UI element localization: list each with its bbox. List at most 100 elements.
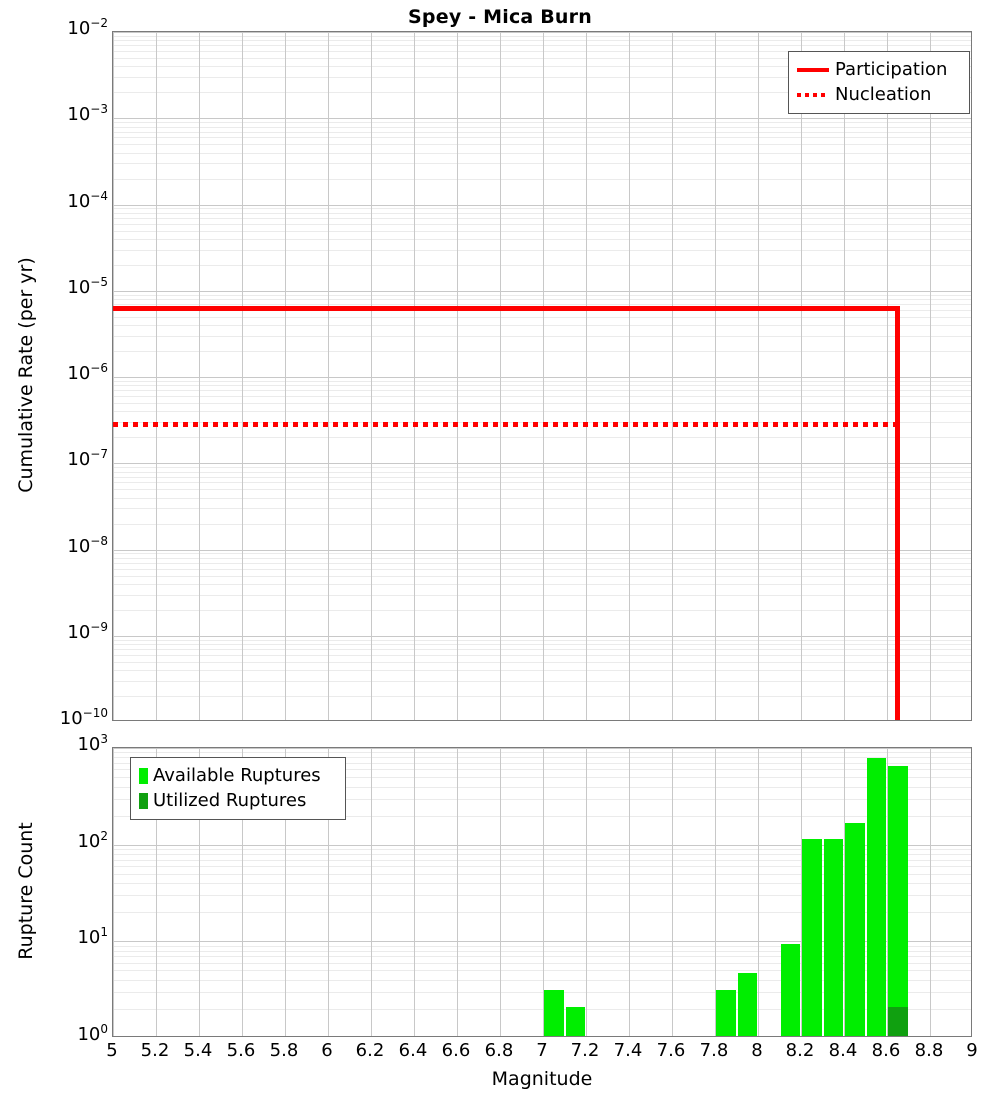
y-tick-label: 101 <box>8 926 108 947</box>
available-swatch-icon <box>139 767 148 784</box>
gridline-minor <box>113 131 971 133</box>
participation-horizontal-segment <box>113 306 901 312</box>
gridline-minor <box>113 945 971 947</box>
utilized-rupture-bar <box>888 1006 908 1036</box>
gridline-minor <box>113 849 971 851</box>
gridline-minor <box>113 649 971 651</box>
gridline-minor <box>113 163 971 165</box>
gridline-vertical <box>672 32 673 720</box>
gridline-major <box>113 290 971 292</box>
tick-mantissa: 10 <box>67 276 91 298</box>
gridline-vertical <box>672 748 673 1036</box>
y-tick-label: 10−3 <box>8 103 108 126</box>
gridline-minor <box>113 249 971 251</box>
tick-exponent: −3 <box>90 102 108 117</box>
x-tick-label: 6.6 <box>441 1040 471 1061</box>
gridline-vertical <box>457 32 458 720</box>
available-rupture-bar <box>802 838 822 1036</box>
dotted-line-icon <box>797 92 829 97</box>
gridline-vertical <box>242 32 243 720</box>
bottom-gridlines <box>113 748 971 1036</box>
gridline-minor <box>113 77 971 79</box>
gridline-minor <box>113 390 971 392</box>
gridline-minor <box>113 208 971 210</box>
gridline-vertical <box>156 748 157 1036</box>
gridline-vertical <box>844 748 845 1036</box>
available-rupture-bar <box>823 838 843 1036</box>
gridline-major <box>113 549 971 551</box>
gridline-vertical <box>801 32 802 720</box>
y-tick-label: 10−6 <box>8 362 108 384</box>
gridline-minor <box>113 562 971 564</box>
gridline-minor <box>113 854 971 855</box>
y-tick-label: 10−7 <box>8 448 108 471</box>
gridline-vertical <box>586 32 587 720</box>
gridline-minor <box>113 523 971 525</box>
x-tick-label: 9 <box>966 1040 978 1061</box>
gridline-vertical <box>285 748 286 1036</box>
gridline-vertical <box>371 748 372 1036</box>
gridline-minor <box>113 385 971 387</box>
x-tick-label: 6.2 <box>355 1040 385 1061</box>
gridline-major <box>113 748 971 749</box>
gridline-vertical <box>242 748 243 1036</box>
gridline-minor <box>113 670 971 672</box>
gridline-minor <box>113 798 971 800</box>
legend-item-available[interactable]: Available Ruptures <box>139 763 337 788</box>
tick-mantissa: 10 <box>67 449 91 471</box>
y-tick-label: 10−10 <box>8 707 108 728</box>
utilized-swatch-icon <box>139 792 148 809</box>
gridline-major <box>113 941 971 943</box>
gridline-major <box>113 32 971 33</box>
rupture-legend: Available Ruptures Utilized Ruptures <box>130 757 346 820</box>
gridline-vertical <box>500 32 501 720</box>
gridline-vertical <box>328 748 329 1036</box>
gridline-minor <box>113 396 971 398</box>
tick-mantissa: 10 <box>67 190 91 212</box>
available-rupture-bar <box>866 757 886 1036</box>
gridline-minor <box>113 230 971 232</box>
nucleation-horizontal-segment <box>113 422 901 428</box>
gridline-minor <box>113 769 971 771</box>
gridline-vertical <box>586 748 587 1036</box>
gridline-minor <box>113 639 971 641</box>
bottom-y-axis-label: Rupture Count <box>15 822 37 960</box>
legend-item-utilized[interactable]: Utilized Ruptures <box>139 788 337 813</box>
gridline-minor <box>113 325 971 327</box>
gridline-vertical <box>371 32 372 720</box>
gridline-minor <box>113 223 971 225</box>
gridline-vertical <box>156 32 157 720</box>
x-tick-label: 5.6 <box>226 1040 256 1061</box>
gridline-minor <box>113 859 971 861</box>
gridline-minor <box>113 970 971 972</box>
tick-mantissa: 10 <box>67 104 91 126</box>
x-tick-label: 7.4 <box>613 1040 643 1061</box>
gridline-major <box>113 118 971 120</box>
gridline-minor <box>113 35 971 37</box>
tick-mantissa: 10 <box>77 1024 101 1045</box>
gridline-major <box>113 204 971 206</box>
tick-mantissa: 10 <box>67 535 91 557</box>
gridline-minor <box>113 403 971 404</box>
gridline-vertical <box>328 32 329 720</box>
y-tick-label: 103 <box>8 733 108 754</box>
bottom-bars-layer <box>113 748 971 1036</box>
legend-item-nucleation[interactable]: Nucleation <box>797 82 961 107</box>
gridline-vertical <box>414 748 415 1036</box>
x-tick-label: 7.6 <box>656 1040 686 1061</box>
gridline-minor <box>113 217 971 219</box>
gridline-minor <box>113 815 971 817</box>
gridline-minor <box>113 294 971 296</box>
gridline-minor <box>113 40 971 42</box>
x-tick-label: 8.4 <box>828 1040 858 1061</box>
gridline-minor <box>113 979 971 981</box>
gridline-minor <box>113 482 971 484</box>
gridline-vertical <box>500 748 501 1036</box>
tick-mantissa: 10 <box>67 363 91 384</box>
y-tick-label: 102 <box>8 830 108 851</box>
gridline-minor <box>113 351 971 352</box>
legend-item-participation[interactable]: Participation <box>797 57 961 82</box>
gridline-minor <box>113 476 971 478</box>
tick-exponent: −9 <box>90 619 108 634</box>
